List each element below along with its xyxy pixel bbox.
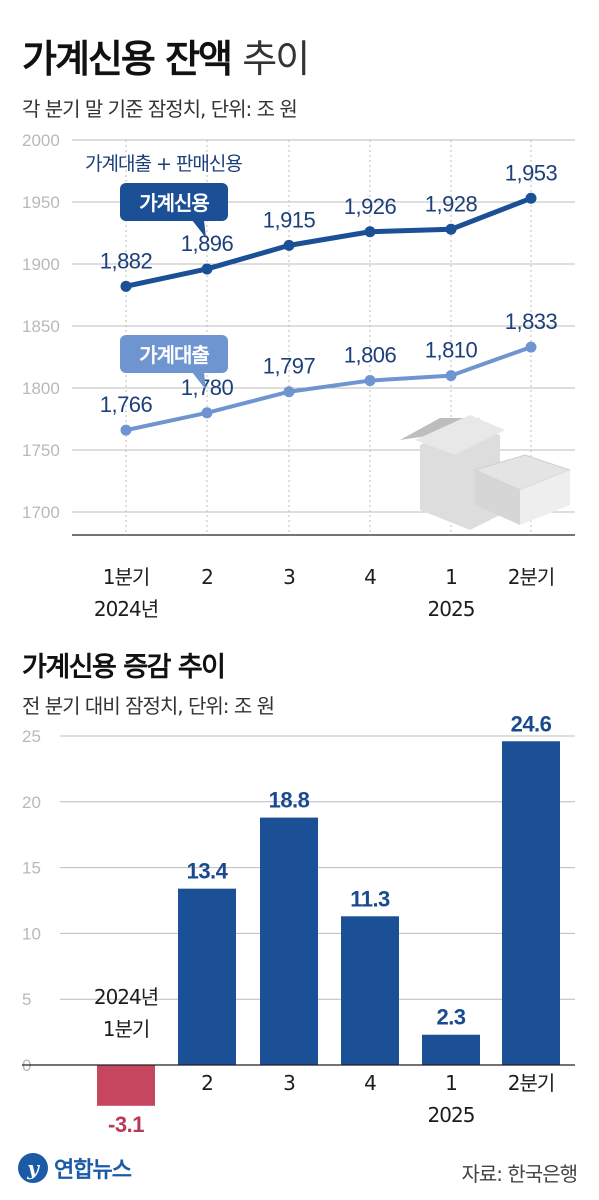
bar-value-label: 13.4: [187, 859, 229, 884]
callout-loan-pointer: [192, 372, 206, 390]
y-tick-label: 1900: [22, 255, 60, 274]
x-tick-label: 1: [445, 1071, 457, 1095]
series-line-loan: [125, 345, 532, 433]
y-tick-label: 1850: [22, 317, 60, 336]
yonhap-logo: y 연합뉴스: [18, 1152, 132, 1184]
data-point: [364, 375, 376, 387]
yonhap-logo-icon: y: [18, 1153, 48, 1183]
data-label: 1,953: [505, 160, 558, 185]
y-tick-label: 0: [22, 1056, 31, 1075]
bar-value-label: 11.3: [350, 886, 390, 911]
callout-credit-label: 가계신용: [139, 191, 209, 215]
data-label: 1,896: [181, 231, 234, 256]
data-label: 1,833: [505, 309, 558, 334]
callout-loan-label: 가계대출: [139, 343, 209, 367]
house-money-illustration: [400, 415, 572, 530]
x-tick-label: 3: [283, 565, 295, 589]
house-roof: [415, 415, 505, 455]
series-line-credit: [125, 195, 532, 289]
bar: [260, 817, 318, 1065]
source-note: 자료: 한국은행: [461, 1162, 578, 1186]
callout-loan: 가계대출: [120, 335, 228, 390]
x-tick-label: 4: [364, 1071, 376, 1095]
data-point: [364, 226, 376, 238]
x-tick-label: 2분기: [508, 565, 555, 589]
callout-credit: 가계신용: [120, 183, 228, 238]
data-label: 1,928: [425, 191, 478, 216]
title-bold: 가계신용 잔액: [22, 37, 233, 81]
x-tick-label: 3: [283, 1071, 295, 1095]
bar-value-label: 18.8: [269, 788, 310, 813]
x-tick-label: 2: [201, 1071, 213, 1095]
x-tick-label: 4: [364, 565, 376, 589]
bar: [97, 1065, 155, 1106]
y-tick-label: 15: [22, 859, 41, 878]
data-label: 1,797: [263, 354, 316, 379]
bar: [341, 916, 399, 1065]
x-tick-label: 2: [201, 565, 213, 589]
chart2-title: 가계신용 증감 추이: [22, 652, 226, 683]
y-tick-label: 2000: [22, 131, 60, 150]
callout-credit-box: [120, 183, 228, 221]
y-tick-label: 25: [22, 727, 41, 746]
x-tick-label: 2024년: [94, 985, 158, 1009]
bar-value-label: 2.3: [436, 1005, 465, 1030]
page-title: 가계신용 잔액 추이: [22, 28, 310, 83]
data-label: 1,882: [100, 248, 153, 273]
callout-loan-box: [120, 335, 228, 373]
data-point: [120, 280, 132, 292]
data-point: [120, 424, 132, 436]
x-tick-label: 2분기: [508, 1071, 555, 1095]
data-point: [445, 223, 457, 235]
data-label: 1,926: [344, 194, 397, 219]
y-tick-label: 1800: [22, 379, 60, 398]
bar: [178, 888, 236, 1065]
chart1-subtitle: 각 분기 말 기준 잠정치, 단위: 조 원: [22, 97, 298, 121]
bar: [422, 1034, 480, 1065]
bar: [502, 741, 560, 1065]
data-point: [201, 263, 213, 275]
x-tick-label: 2025: [428, 597, 475, 621]
y-tick-label: 1750: [22, 441, 60, 460]
money-stack-front: [520, 470, 570, 525]
money-stack-side: [475, 470, 520, 525]
data-point: [525, 341, 537, 353]
data-point: [283, 386, 295, 398]
callout-credit-pointer: [192, 220, 206, 238]
x-tick-label: 2025: [428, 1103, 475, 1127]
data-point: [201, 407, 213, 419]
y-tick-label: 1700: [22, 503, 60, 522]
chart2-subtitle: 전 분기 대비 잠정치, 단위: 조 원: [22, 694, 275, 718]
x-tick-label: 1분기: [103, 565, 150, 589]
data-point: [525, 192, 537, 204]
data-point: [445, 370, 457, 382]
line-chart: 2000 1950 1900 1850 1800 1750 1700 1분기 2024년 2 3 4 1…: [22, 131, 575, 621]
data-label: 1,766: [100, 392, 153, 417]
y-tick-label: 5: [22, 990, 31, 1009]
data-label: 1,806: [344, 343, 397, 368]
y-tick-label: 10: [22, 924, 41, 943]
y-tick-label: 1950: [22, 193, 60, 212]
data-label: 1,780: [181, 375, 234, 400]
series-annotation: 가계대출 + 판매신용: [85, 153, 242, 175]
data-point: [283, 239, 295, 251]
x-tick-label: 1분기: [103, 1017, 150, 1041]
data-label: 1,915: [263, 207, 316, 232]
x-tick-label: 2024년: [94, 597, 158, 621]
x-tick-label: 1: [445, 565, 457, 589]
bar-value-label: -3.1: [108, 1112, 144, 1137]
data-label: 1,810: [425, 338, 478, 363]
logo-text: 연합뉴스: [54, 1158, 132, 1183]
title-light: 추이: [242, 37, 310, 81]
bar-value-label: 24.6: [511, 711, 552, 736]
y-tick-label: 20: [22, 793, 41, 812]
